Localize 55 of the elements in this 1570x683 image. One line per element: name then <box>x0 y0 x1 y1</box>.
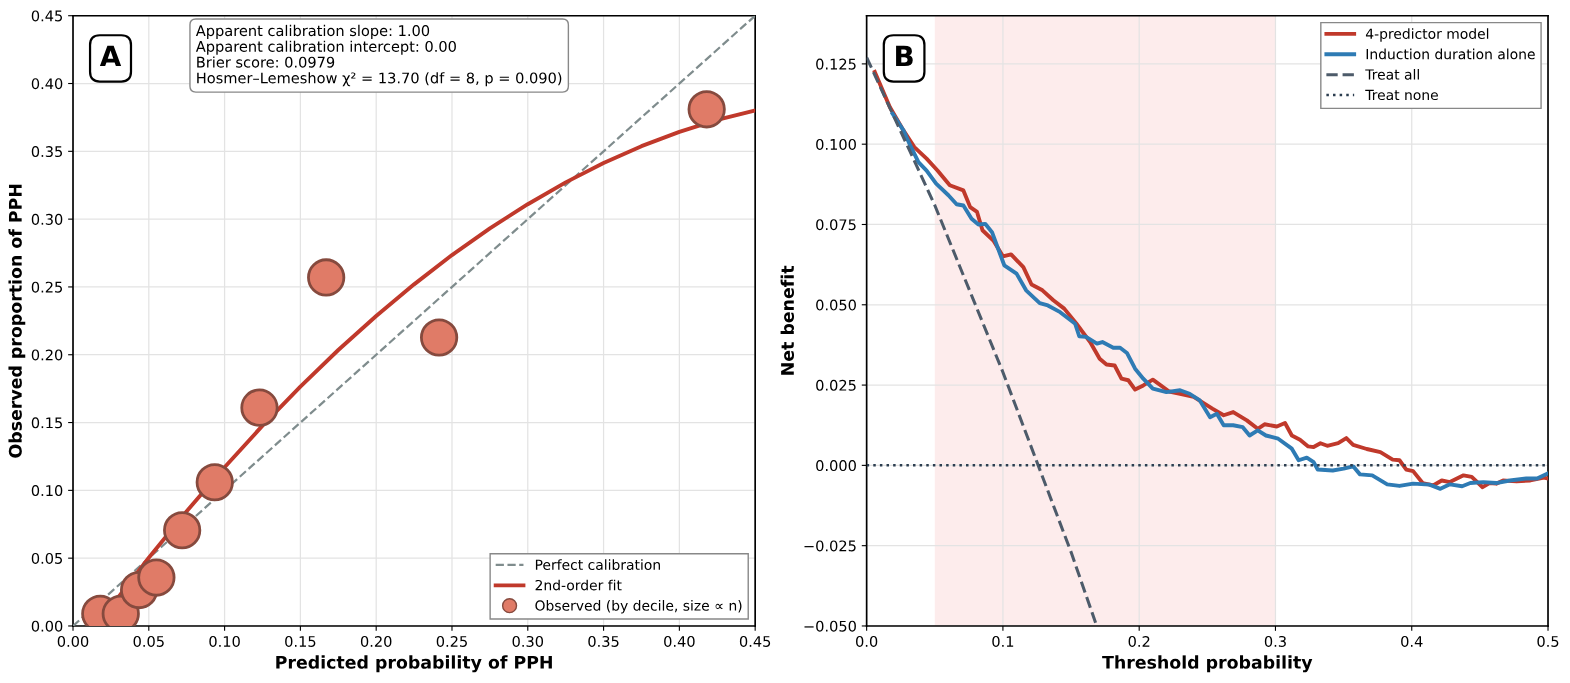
y-tick-label: 0.35 <box>31 146 63 158</box>
point <box>195 463 234 502</box>
y-tick-label: 0.075 <box>816 219 856 231</box>
y-tick-label: 0.40 <box>31 78 63 90</box>
x-tick-label: 0.00 <box>57 635 89 647</box>
x-tick-label: 0.35 <box>588 635 619 647</box>
legend-label: 4-predictor model <box>1365 28 1489 42</box>
x-tick-label: 0.0 <box>856 635 878 647</box>
y-axis-title: Observed proportion of PPH <box>8 184 26 458</box>
x-tick-label: 0.5 <box>1537 635 1559 647</box>
x-tick-label: 0.05 <box>133 635 164 647</box>
x-tick-label: 0.15 <box>285 635 316 647</box>
y-tick-label: 0.100 <box>816 138 856 150</box>
y-tick-label: 0.00 <box>31 620 63 632</box>
legend-label: Induction duration alone <box>1366 48 1535 60</box>
y-tick-label: 0.30 <box>31 213 63 225</box>
legend-label: 2nd-order fit <box>535 579 622 591</box>
x-tick-label: 0.4 <box>1401 635 1423 647</box>
y-tick-label: 0.15 <box>31 417 63 429</box>
x-tick-label: 0.20 <box>360 635 392 647</box>
point <box>420 318 459 357</box>
y-tick-label: 0.10 <box>31 485 63 497</box>
y-tick-label: 0.20 <box>31 349 63 361</box>
y-tick-label: 0.050 <box>816 299 856 311</box>
x-tick-label: 0.2 <box>1128 635 1150 647</box>
y-tick-label: −0.050 <box>804 620 856 632</box>
point <box>240 388 279 427</box>
point <box>307 258 346 297</box>
x-tick-label: 0.3 <box>1264 635 1286 647</box>
x-tick-label: 0.40 <box>664 635 695 647</box>
y-tick-label: 0.000 <box>816 460 856 472</box>
annotation: Apparent calibration slope: 1.00 Apparent calibration intercept: 0.00 Brier score: 0.0979 Hosmer–Lemeshow χ² = 13.70 (df = 8, p = 0.090) <box>195 24 562 87</box>
x-tick-label: 0.10 <box>209 635 240 647</box>
point <box>163 511 202 550</box>
point <box>687 90 726 129</box>
x-axis-title: Threshold probability <box>1102 655 1313 673</box>
y-tick-label: 0.025 <box>816 379 856 391</box>
annotation: A <box>99 45 122 67</box>
y-tick-label: 0.45 <box>31 10 63 22</box>
x-tick-label: 0.25 <box>436 635 467 647</box>
y-tick-label: −0.025 <box>804 540 856 552</box>
x-tick-label: 0.45 <box>739 635 771 647</box>
legend-label: Treat none <box>1365 89 1438 101</box>
x-tick-label: 0.1 <box>992 635 1014 647</box>
legend-label: Observed (by decile, size ∝ n) <box>535 600 742 614</box>
y-tick-label: 0.05 <box>31 552 63 564</box>
legend-label: Perfect calibration <box>535 559 660 571</box>
legend-label: Treat all <box>1365 68 1419 80</box>
annotation: B <box>896 45 913 67</box>
y-tick-label: 0.125 <box>816 58 856 70</box>
y-tick-label: 0.25 <box>31 281 63 293</box>
x-tick-label: 0.30 <box>512 635 544 647</box>
x-axis-title: Predicted probability of PPH <box>276 655 552 673</box>
point <box>137 558 176 597</box>
y-axis-title: Net benefit <box>780 265 795 375</box>
